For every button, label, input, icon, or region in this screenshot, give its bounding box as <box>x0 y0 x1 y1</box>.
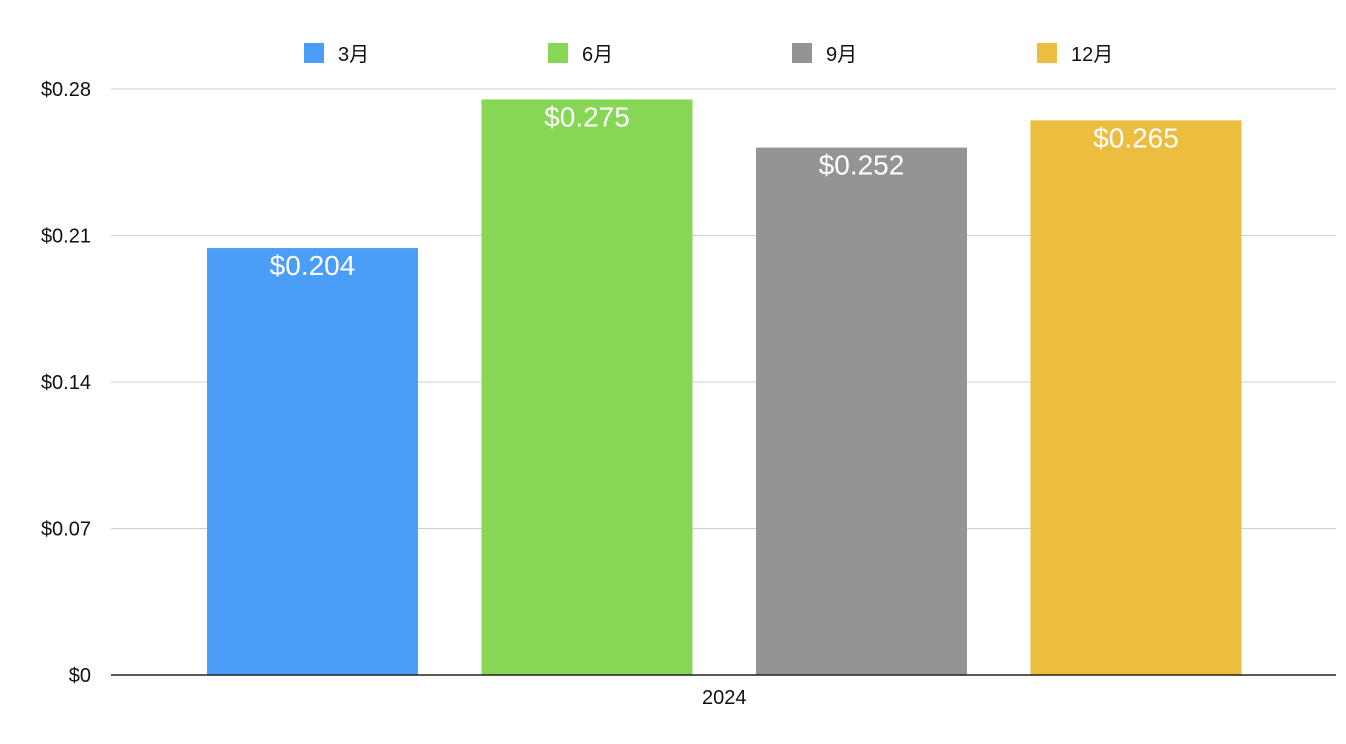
legend-label: 9月 <box>826 44 857 66</box>
y-tick-label: $0 <box>69 665 91 687</box>
data-label: $0.275 <box>544 101 630 132</box>
data-label: $0.204 <box>270 250 356 281</box>
x-axis: 2024 <box>111 674 1336 709</box>
y-axis: $0 $0.07 $0.14 $0.21 $0.28 <box>41 79 91 687</box>
y-tick-label: $0.07 <box>41 519 91 541</box>
y-tick-label: $0.14 <box>41 372 91 394</box>
bars: $0.204 $0.275 $0.252 $0.265 <box>207 99 1242 676</box>
legend-label: 6月 <box>582 44 613 66</box>
data-label: $0.252 <box>819 150 905 181</box>
legend-swatch <box>792 43 812 63</box>
bar-4 <box>1030 120 1242 675</box>
legend-label: 12月 <box>1071 44 1113 66</box>
legend: 3月 6月 9月 12月 <box>304 43 1113 66</box>
bar-2 <box>481 99 693 675</box>
legend-swatch <box>1037 43 1057 63</box>
legend-swatch <box>548 43 568 63</box>
y-tick-label: $0.21 <box>41 226 91 248</box>
data-label: $0.265 <box>1093 122 1179 153</box>
y-tick-label: $0.28 <box>41 79 91 101</box>
x-tick-label: 2024 <box>702 687 747 709</box>
bar-3 <box>756 147 967 676</box>
legend-label: 3月 <box>338 44 369 66</box>
bar-1 <box>207 248 418 676</box>
legend-swatch <box>304 43 324 63</box>
